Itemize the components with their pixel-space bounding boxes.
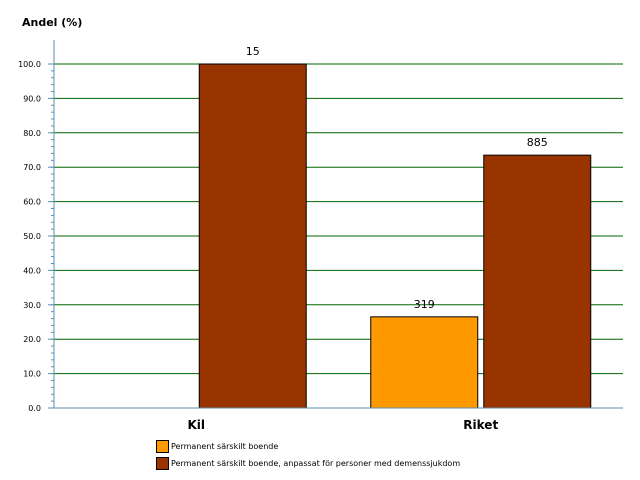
- legend-item-demens-boende: Permanent särskilt boende, anpassat för …: [156, 455, 460, 472]
- data-label: 885: [527, 136, 548, 149]
- legend-item-permanent-boende: Permanent särskilt boende: [156, 438, 460, 455]
- y-tick-label: 30.0: [23, 301, 41, 310]
- y-tick-label: 10.0: [23, 370, 41, 379]
- y-tick-label: 0.0: [28, 404, 41, 413]
- gridlines: [54, 63, 623, 375]
- category-labels: Kil Riket: [187, 418, 498, 432]
- bar: [483, 154, 592, 409]
- legend-swatch-brown: [156, 457, 169, 470]
- bar: [198, 63, 307, 409]
- y-tick-label: 50.0: [23, 232, 41, 241]
- y-tick-label: 90.0: [23, 94, 41, 103]
- y-tick-label: 60.0: [23, 198, 41, 207]
- legend-swatch-orange: [156, 440, 169, 453]
- legend: Permanent särskilt boende Permanent särs…: [156, 438, 460, 472]
- data-label: 15: [246, 45, 260, 58]
- axes: [53, 40, 623, 409]
- y-tick-label: 20.0: [23, 335, 41, 344]
- category-label: Kil: [187, 418, 205, 432]
- bars: 15 319 885: [198, 45, 592, 409]
- category-label: Riket: [463, 418, 498, 432]
- y-axis-ticks: 0.0 10.0 20.0 30.0 40.0 50.0 60.0 70.0 80.0 90.0 1…: [18, 60, 54, 413]
- y-axis-label: Andel (%): [22, 16, 82, 29]
- y-tick-label: 40.0: [23, 266, 41, 275]
- bar: [370, 316, 479, 409]
- legend-label: Permanent särskilt boende, anpassat för …: [171, 459, 461, 468]
- data-label: 319: [414, 298, 435, 311]
- legend-label: Permanent särskilt boende: [171, 442, 279, 451]
- y-tick-label: 100.0: [18, 60, 41, 69]
- y-tick-label: 80.0: [23, 129, 41, 138]
- y-tick-label: 70.0: [23, 163, 41, 172]
